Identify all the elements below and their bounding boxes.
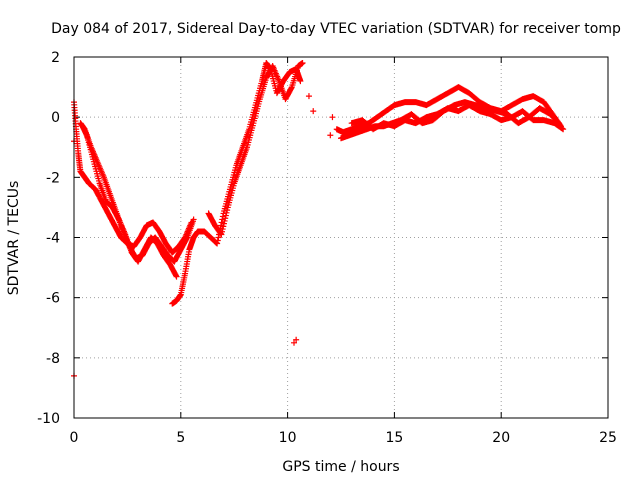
x-tick-label: 10	[279, 430, 297, 446]
series-track-e	[205, 60, 306, 238]
point-markers	[71, 93, 336, 379]
point-markers	[79, 123, 180, 280]
y-tick-label: -2	[46, 170, 60, 186]
series-outliers	[71, 93, 336, 379]
y-tick-label: -8	[46, 351, 60, 367]
point-markers	[333, 84, 565, 136]
point-markers	[205, 60, 306, 238]
x-tick-label: 20	[492, 430, 510, 446]
x-tick-label: 0	[70, 430, 79, 446]
chart-title: Day 084 of 2017, Sidereal Day-to-day VTE…	[51, 21, 621, 37]
series-track-h	[348, 102, 567, 133]
y-tick-label: -4	[46, 231, 60, 247]
y-axis-label: SDTVAR / TECUs	[6, 181, 22, 296]
x-axis-label: GPS time / hours	[282, 459, 399, 475]
plot-frame	[73, 56, 609, 419]
x-tick-label: 5	[176, 430, 185, 446]
y-tick-label: 2	[51, 50, 60, 66]
y-tick-label: -6	[46, 291, 60, 307]
data-points	[71, 60, 567, 379]
point-markers	[71, 99, 195, 256]
y-tick-label: 0	[51, 110, 60, 126]
series-track-a	[71, 99, 195, 256]
tick-layer: 0 5 10 15 20 25 -10 -8 -6 -4 -2 0 2	[37, 50, 617, 446]
point-markers	[348, 102, 567, 133]
series-track-c	[79, 123, 180, 280]
x-tick-label: 25	[599, 430, 617, 446]
series-track-f	[333, 84, 565, 136]
y-tick-label: -10	[37, 411, 60, 427]
x-tick-label: 15	[385, 430, 403, 446]
